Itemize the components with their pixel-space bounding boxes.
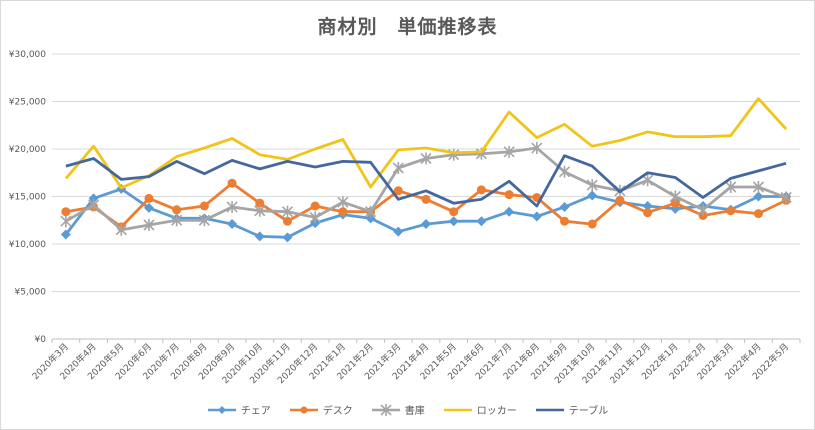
series-1-point bbox=[365, 213, 376, 224]
series-3 bbox=[60, 142, 792, 236]
series-3-point bbox=[171, 214, 183, 227]
series-3-point bbox=[254, 204, 266, 217]
legend-item: デスク bbox=[289, 402, 353, 417]
legend-swatch bbox=[443, 408, 472, 411]
legend-swatch bbox=[371, 403, 400, 416]
series-3-point bbox=[337, 196, 349, 209]
y-tick-label: ¥10,000 bbox=[9, 240, 46, 250]
legend-label: 書庫 bbox=[404, 406, 425, 417]
legend-label: テーブル bbox=[568, 406, 609, 417]
series-3-point bbox=[642, 174, 654, 187]
legend-point bbox=[380, 403, 392, 416]
series-1-point bbox=[504, 206, 515, 217]
series-3-point bbox=[531, 142, 543, 155]
series-3-point bbox=[780, 191, 792, 204]
y-tick-label: ¥5,000 bbox=[15, 288, 47, 298]
series-3-point bbox=[697, 203, 709, 216]
series-2-point bbox=[449, 207, 459, 217]
series-1-point bbox=[531, 211, 542, 222]
series-3-point bbox=[586, 179, 598, 192]
series-3-point bbox=[669, 190, 681, 203]
series-4-line bbox=[64, 97, 788, 190]
legend-swatch bbox=[207, 405, 236, 414]
series-3-point bbox=[725, 181, 737, 193]
chart-title: 商材別 単価推移表 bbox=[317, 16, 498, 38]
series-3-point bbox=[392, 162, 404, 174]
series-2-point bbox=[421, 194, 431, 204]
series-1-point bbox=[393, 226, 404, 237]
series-2-point bbox=[172, 205, 182, 215]
series-1-point bbox=[642, 201, 653, 211]
legend-swatch bbox=[289, 406, 318, 413]
y-tick-label: ¥25,000 bbox=[9, 98, 46, 108]
series-2-point bbox=[476, 185, 486, 195]
series-3-point bbox=[226, 200, 238, 213]
series-2-point bbox=[560, 216, 570, 226]
series-2-point bbox=[255, 198, 265, 208]
series-1-point bbox=[753, 191, 764, 202]
legend-swatch bbox=[535, 408, 564, 411]
series-1-point bbox=[421, 219, 431, 230]
series-1 bbox=[60, 183, 792, 243]
series-1-point bbox=[143, 202, 154, 213]
y-tick-label: ¥20,000 bbox=[9, 145, 46, 155]
series-1-point bbox=[254, 231, 265, 242]
series-2-point bbox=[338, 207, 348, 217]
series-3-point bbox=[143, 219, 155, 231]
legend-point bbox=[217, 405, 226, 414]
series-2-point bbox=[199, 201, 209, 211]
series-2-point bbox=[587, 219, 597, 229]
series-2-point bbox=[615, 195, 625, 205]
series-3-point bbox=[503, 145, 515, 158]
series-5 bbox=[65, 154, 787, 208]
series-2-point bbox=[504, 190, 514, 200]
series-1-point bbox=[587, 190, 598, 201]
series-3-point bbox=[752, 181, 765, 193]
series-2-point bbox=[282, 216, 292, 226]
legend-label: ロッカー bbox=[476, 406, 517, 417]
series-2-point bbox=[144, 193, 154, 203]
series-1-point bbox=[60, 229, 71, 240]
legend-item: ロッカー bbox=[443, 402, 517, 417]
legend-item: チェア bbox=[207, 402, 271, 417]
series-1-point bbox=[227, 219, 238, 230]
series-3-point bbox=[281, 205, 294, 218]
series-1-point bbox=[559, 201, 570, 212]
series-1-point bbox=[282, 232, 293, 243]
series-1-point bbox=[88, 193, 99, 204]
chart-legend: チェア デスク 書庫 ロッカー テーブル bbox=[0, 402, 815, 417]
series-3-point bbox=[87, 199, 100, 212]
series-2-point bbox=[227, 178, 237, 188]
legend-item: テーブル bbox=[535, 402, 608, 417]
series-5-line bbox=[65, 154, 787, 208]
legend-label: チェア bbox=[240, 406, 271, 417]
y-tick-label: ¥15,000 bbox=[9, 193, 46, 203]
series-2 bbox=[61, 178, 791, 232]
y-tick-label: ¥0 bbox=[35, 335, 47, 345]
series-2-point bbox=[753, 209, 763, 219]
series-2-point bbox=[643, 208, 653, 218]
series-4 bbox=[64, 97, 788, 190]
series-2-point bbox=[310, 201, 320, 211]
series-3-point bbox=[420, 152, 432, 165]
series-3-point bbox=[60, 215, 72, 228]
series-1-point bbox=[476, 216, 487, 227]
series-2-point bbox=[393, 186, 403, 196]
series-3-point bbox=[365, 205, 377, 218]
legend-label: デスク bbox=[322, 406, 353, 417]
legend-item: 書庫 bbox=[371, 402, 425, 417]
legend-point bbox=[300, 406, 308, 413]
series-3-point bbox=[558, 165, 571, 178]
series-2-point bbox=[670, 198, 680, 208]
series-3-point bbox=[309, 211, 321, 224]
series-3-point bbox=[115, 223, 127, 236]
series-1-point bbox=[448, 216, 459, 227]
series-2-point bbox=[61, 207, 71, 217]
y-tick-label: ¥30,000 bbox=[9, 50, 46, 60]
series-3-point bbox=[198, 214, 210, 227]
series-2-point bbox=[726, 206, 736, 216]
